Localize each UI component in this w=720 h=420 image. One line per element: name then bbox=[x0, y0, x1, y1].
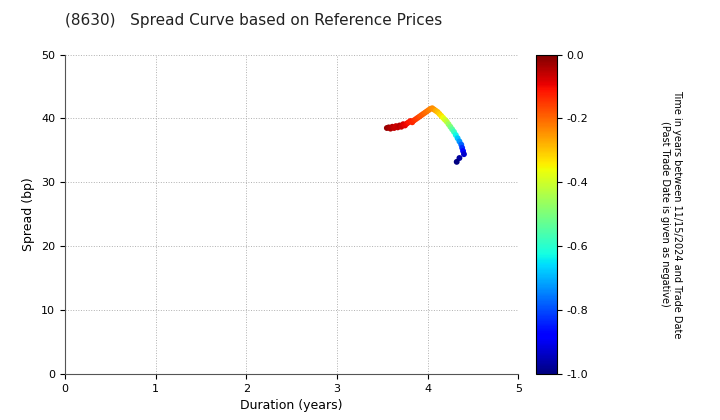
Point bbox=[388, 125, 400, 131]
Point bbox=[446, 126, 458, 133]
Point bbox=[454, 155, 465, 161]
Point bbox=[381, 125, 392, 131]
Y-axis label: Spread (bp): Spread (bp) bbox=[22, 177, 35, 251]
Point bbox=[450, 132, 462, 139]
Point bbox=[452, 135, 464, 142]
Point bbox=[419, 109, 431, 116]
Point bbox=[425, 105, 436, 112]
Text: (8630)   Spread Curve based on Reference Prices: (8630) Spread Curve based on Reference P… bbox=[65, 13, 442, 28]
Point bbox=[423, 107, 434, 113]
Point bbox=[395, 123, 407, 130]
Point bbox=[401, 120, 413, 127]
Point bbox=[410, 116, 422, 123]
Point bbox=[387, 123, 398, 130]
Point bbox=[441, 118, 452, 125]
Point bbox=[454, 138, 465, 145]
Point bbox=[456, 141, 467, 148]
Point bbox=[428, 106, 440, 113]
Point bbox=[458, 151, 469, 158]
X-axis label: Duration (years): Duration (years) bbox=[240, 399, 343, 412]
Point bbox=[383, 124, 395, 131]
Point bbox=[414, 113, 426, 120]
Point bbox=[407, 119, 418, 126]
Point bbox=[408, 117, 420, 124]
Y-axis label: Time in years between 11/15/2024 and Trade Date
(Past Trade Date is given as neg: Time in years between 11/15/2024 and Tra… bbox=[660, 90, 682, 339]
Point bbox=[449, 129, 460, 135]
Point bbox=[457, 148, 469, 155]
Point bbox=[443, 121, 454, 128]
Point bbox=[456, 144, 468, 151]
Point bbox=[451, 158, 462, 165]
Point bbox=[439, 116, 451, 123]
Point bbox=[432, 109, 444, 116]
Point bbox=[418, 110, 429, 117]
Point bbox=[412, 114, 423, 121]
Point bbox=[384, 125, 396, 132]
Point bbox=[397, 121, 409, 128]
Point bbox=[415, 112, 427, 118]
Point bbox=[433, 110, 445, 117]
Point bbox=[437, 114, 449, 121]
Point bbox=[405, 118, 416, 124]
Point bbox=[421, 108, 433, 115]
Point bbox=[399, 122, 410, 129]
Point bbox=[430, 108, 441, 114]
Point bbox=[392, 124, 403, 131]
Point bbox=[436, 113, 447, 119]
Point bbox=[445, 123, 456, 130]
Point bbox=[426, 105, 438, 112]
Point bbox=[403, 119, 415, 126]
Point bbox=[390, 123, 402, 129]
Point bbox=[394, 122, 405, 129]
